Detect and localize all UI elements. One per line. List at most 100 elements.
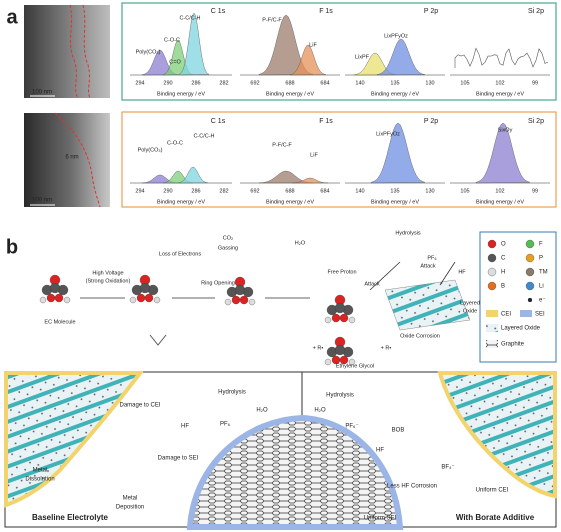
anode	[186, 414, 404, 530]
tick-label: 286	[191, 80, 200, 86]
legend-swatch	[525, 239, 535, 249]
baseline-label: Dissolution	[25, 477, 54, 483]
tick-label: 99	[532, 188, 538, 194]
cathode	[4, 371, 144, 508]
mechanism-label: Oxide	[463, 308, 477, 314]
thickness-label: 6 nm	[65, 155, 78, 161]
tick-label: 130	[425, 80, 434, 86]
atom	[324, 316, 332, 324]
tick-label: 286	[191, 188, 200, 194]
atom	[129, 296, 137, 304]
borate-label: BOB	[392, 428, 405, 434]
axis-label: Binding energy / eV	[266, 91, 314, 97]
tick-label: 130	[425, 188, 434, 194]
peak-label: C-O-C	[164, 37, 180, 43]
xps-frame	[121, 111, 557, 208]
atom	[153, 296, 161, 304]
tick-label: 135	[390, 80, 399, 86]
legend-label: Graphite	[501, 342, 525, 348]
mechanism-label: Layered	[460, 300, 480, 306]
xps-frame	[121, 2, 557, 101]
mechanism-label: + R•	[313, 345, 324, 351]
borate-label: BF₄⁻	[441, 465, 454, 471]
atom	[231, 295, 241, 305]
atom	[239, 295, 249, 305]
tick-label: 688	[285, 188, 294, 194]
spectrum-title: P 2p	[424, 8, 438, 15]
legend-swatch	[520, 310, 532, 317]
legend-label: P	[539, 256, 543, 262]
mechanism-label: PF₆	[427, 255, 436, 261]
tick-label: 290	[163, 188, 172, 194]
mechanism-label: H₂O	[295, 240, 306, 246]
spectrum-title: F 1s	[319, 8, 333, 15]
condition-title: Baseline Electrolyte	[32, 513, 109, 522]
peak-label: SixOy	[498, 127, 513, 133]
atom	[348, 316, 356, 324]
peak-label: LixPF	[355, 54, 370, 60]
peak-label: LiF	[309, 42, 317, 48]
spectrum-title: Si 2p	[528, 8, 544, 15]
axis-label: Binding energy / eV	[157, 91, 205, 97]
legend-swatch	[525, 267, 535, 277]
atom	[139, 282, 151, 294]
tick-label: 102	[495, 80, 504, 86]
peak-label: P-F/C-F	[272, 142, 292, 148]
mechanism-label: Free Proton	[327, 269, 356, 275]
mechanism-label: Attack	[420, 263, 436, 269]
atom	[324, 358, 332, 366]
cathode	[437, 371, 557, 499]
spectrum-title: C 1s	[211, 8, 226, 15]
borate-label: PF₆⁻	[345, 424, 358, 430]
legend-label: Layered Oxide	[501, 326, 541, 332]
xps-peak	[178, 12, 210, 76]
legend-swatch	[525, 281, 535, 291]
scale-bar-label: 100 nm	[32, 198, 52, 204]
legend-label: B	[501, 284, 505, 290]
baseline-label: Hydrolysis	[218, 390, 246, 396]
tick-label: 290	[163, 80, 172, 86]
borate-label: Hydrolysis	[326, 393, 354, 399]
baseline-label: Metal	[123, 496, 138, 502]
mechanism-label: Ethylene Glycol	[336, 363, 374, 369]
atom	[54, 293, 64, 303]
tick-label: 102	[495, 188, 504, 194]
borate-label: Uniform SEI	[364, 516, 397, 522]
legend-label: C	[501, 256, 506, 262]
peak-label: C-C/C-H	[179, 15, 200, 21]
tick-label: 688	[285, 80, 294, 86]
legend-swatch	[487, 281, 497, 291]
tick-label: 135	[390, 188, 399, 194]
baseline-label: Metal	[33, 468, 48, 474]
tick-label: 692	[250, 80, 259, 86]
baseline-label: HF	[181, 424, 189, 430]
peak-label: LixPFyOz	[376, 131, 400, 137]
xps-peak	[289, 44, 327, 76]
spectrum-title: P 2p	[424, 118, 438, 125]
atom	[248, 298, 256, 306]
tick-label: 105	[460, 80, 469, 86]
xps-peak	[177, 166, 209, 184]
legend-label: SEI	[535, 312, 545, 318]
legend-label: CEI	[501, 312, 511, 318]
tick-label: 294	[135, 80, 144, 86]
spectrum-title: C 1s	[211, 118, 226, 125]
peak-label: C-O-C	[167, 140, 183, 146]
axis-label: Binding energy / eV	[476, 91, 524, 97]
atom	[334, 302, 346, 314]
atom	[49, 282, 61, 294]
tick-label: 99	[532, 80, 538, 86]
cei-outline	[69, 4, 79, 99]
tick-label: 282	[219, 188, 228, 194]
xps-peak	[376, 38, 426, 76]
borate-label: Less HF Corrosion	[387, 484, 437, 490]
tick-label: 282	[219, 80, 228, 86]
mechanism-label: (Strong Oxidation)	[86, 278, 131, 284]
xps-peak	[475, 122, 531, 184]
tick-label: 140	[355, 188, 364, 194]
legend-swatch	[486, 324, 498, 332]
tick-label: 140	[355, 80, 364, 86]
arrow	[439, 261, 456, 286]
peak-label: C=O	[169, 59, 181, 65]
legend-swatch	[487, 253, 497, 263]
